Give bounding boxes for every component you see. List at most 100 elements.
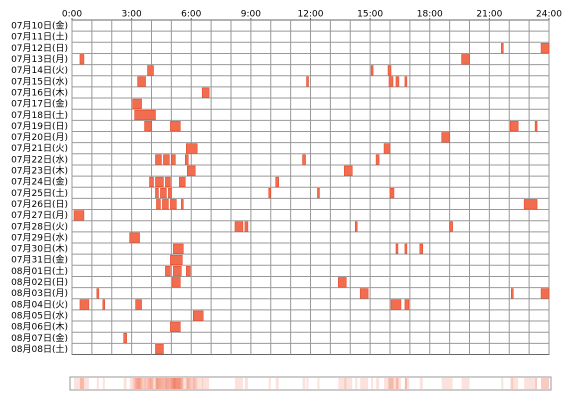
summary-block [186,378,198,389]
summary-block [360,378,369,389]
summary-block [73,378,84,389]
summary-block [404,378,409,389]
activity-block [344,165,353,176]
summary-block [384,378,390,389]
summary-block [137,378,146,389]
activity-block [419,243,424,254]
activity-block [137,76,146,87]
summary-block [149,378,154,389]
row-label: 07月14日(火) [11,65,68,76]
row-label: 07月25日(土) [11,187,68,199]
x-tick-label: 21:00 [476,10,502,20]
activity-block [306,76,309,87]
summary-block [511,378,514,389]
row-label: 07月21日(火) [11,143,68,154]
row-label: 07月15日(水) [11,75,68,87]
activity-block [302,154,306,165]
summary-block [390,378,394,389]
row-label: 08月06日(木) [11,321,68,333]
activity-block [129,232,140,243]
summary-block [501,378,504,389]
activity-block [390,299,402,310]
activity-block [165,176,171,188]
row-label: 07月10日(金) [11,20,68,32]
activity-block [370,65,374,76]
activity-block [523,199,538,210]
summary-block [144,378,152,389]
activity-block [172,277,181,288]
summary-block [132,378,142,389]
activity-block [181,199,184,210]
activity-block [170,121,181,132]
summary-strip [69,376,552,391]
x-tick-label: 9:00 [241,10,261,20]
summary-block [317,378,320,389]
row-label: 07月19日(日) [11,121,68,132]
summary-block [371,378,374,389]
summary-block [155,378,159,389]
activity-block [187,165,196,176]
summary-block [395,378,399,389]
summary-block [419,378,423,389]
summary-block [135,378,142,389]
activity-block [173,243,184,254]
activity-block [123,332,127,344]
summary-block [275,378,279,389]
x-tick-label: 12:00 [298,10,324,20]
activity-block [449,221,453,232]
x-tick-label: 15:00 [357,10,383,20]
row-label: 08月02日(日) [11,277,68,288]
activity-block [155,188,159,199]
x-tick-label: 18:00 [417,10,443,20]
summary-block [171,378,176,389]
activity-block [359,288,369,299]
summary-block [179,378,186,389]
summary-block [449,378,453,389]
activity-block [501,43,504,54]
activity-block [170,199,177,210]
activity-block [268,188,272,199]
activity-block [96,288,100,299]
summary-block [541,378,549,389]
activity-block [186,266,191,277]
row-label: 08月08日(土) [11,343,68,355]
summary-block [395,378,398,389]
summary-block [535,378,538,389]
x-tick-label: 0:00 [62,10,82,20]
x-tick-label: 3:00 [122,10,142,20]
activity-block [192,310,204,321]
activity-block [170,254,183,266]
row-label: 07月30日(木) [11,243,68,255]
activity-block [375,154,380,165]
activity-block [155,344,164,355]
activity-block [540,288,550,299]
row-label: 07月29日(水) [11,231,68,243]
row-label: 07月20日(月) [11,132,68,143]
row-label: 07月23日(木) [11,165,68,177]
activity-block [201,87,210,98]
summary-block [185,378,189,389]
summary-block [389,378,393,389]
row-label: 07月12日(日) [11,43,68,54]
row-label: 08月03日(月) [11,288,68,299]
summary-block [123,378,127,389]
activity-block [387,65,392,76]
summary-block [388,378,391,389]
row-label: 07月22日(水) [11,153,68,165]
row-label: 07月13日(月) [11,54,68,65]
summary-block [524,378,538,389]
row-label: 08月04日(火) [11,299,68,310]
summary-block [338,378,347,389]
activity-block [135,299,142,310]
activity-block [404,243,408,254]
activity-block [244,221,249,232]
summary-block [404,378,407,389]
summary-block [147,378,154,389]
summary-block [168,378,172,389]
activity-block [147,65,154,76]
activity-block [149,176,154,188]
activity-block [395,243,399,254]
activity-block [510,288,514,299]
summary-block [129,378,140,389]
summary-block [181,378,184,389]
